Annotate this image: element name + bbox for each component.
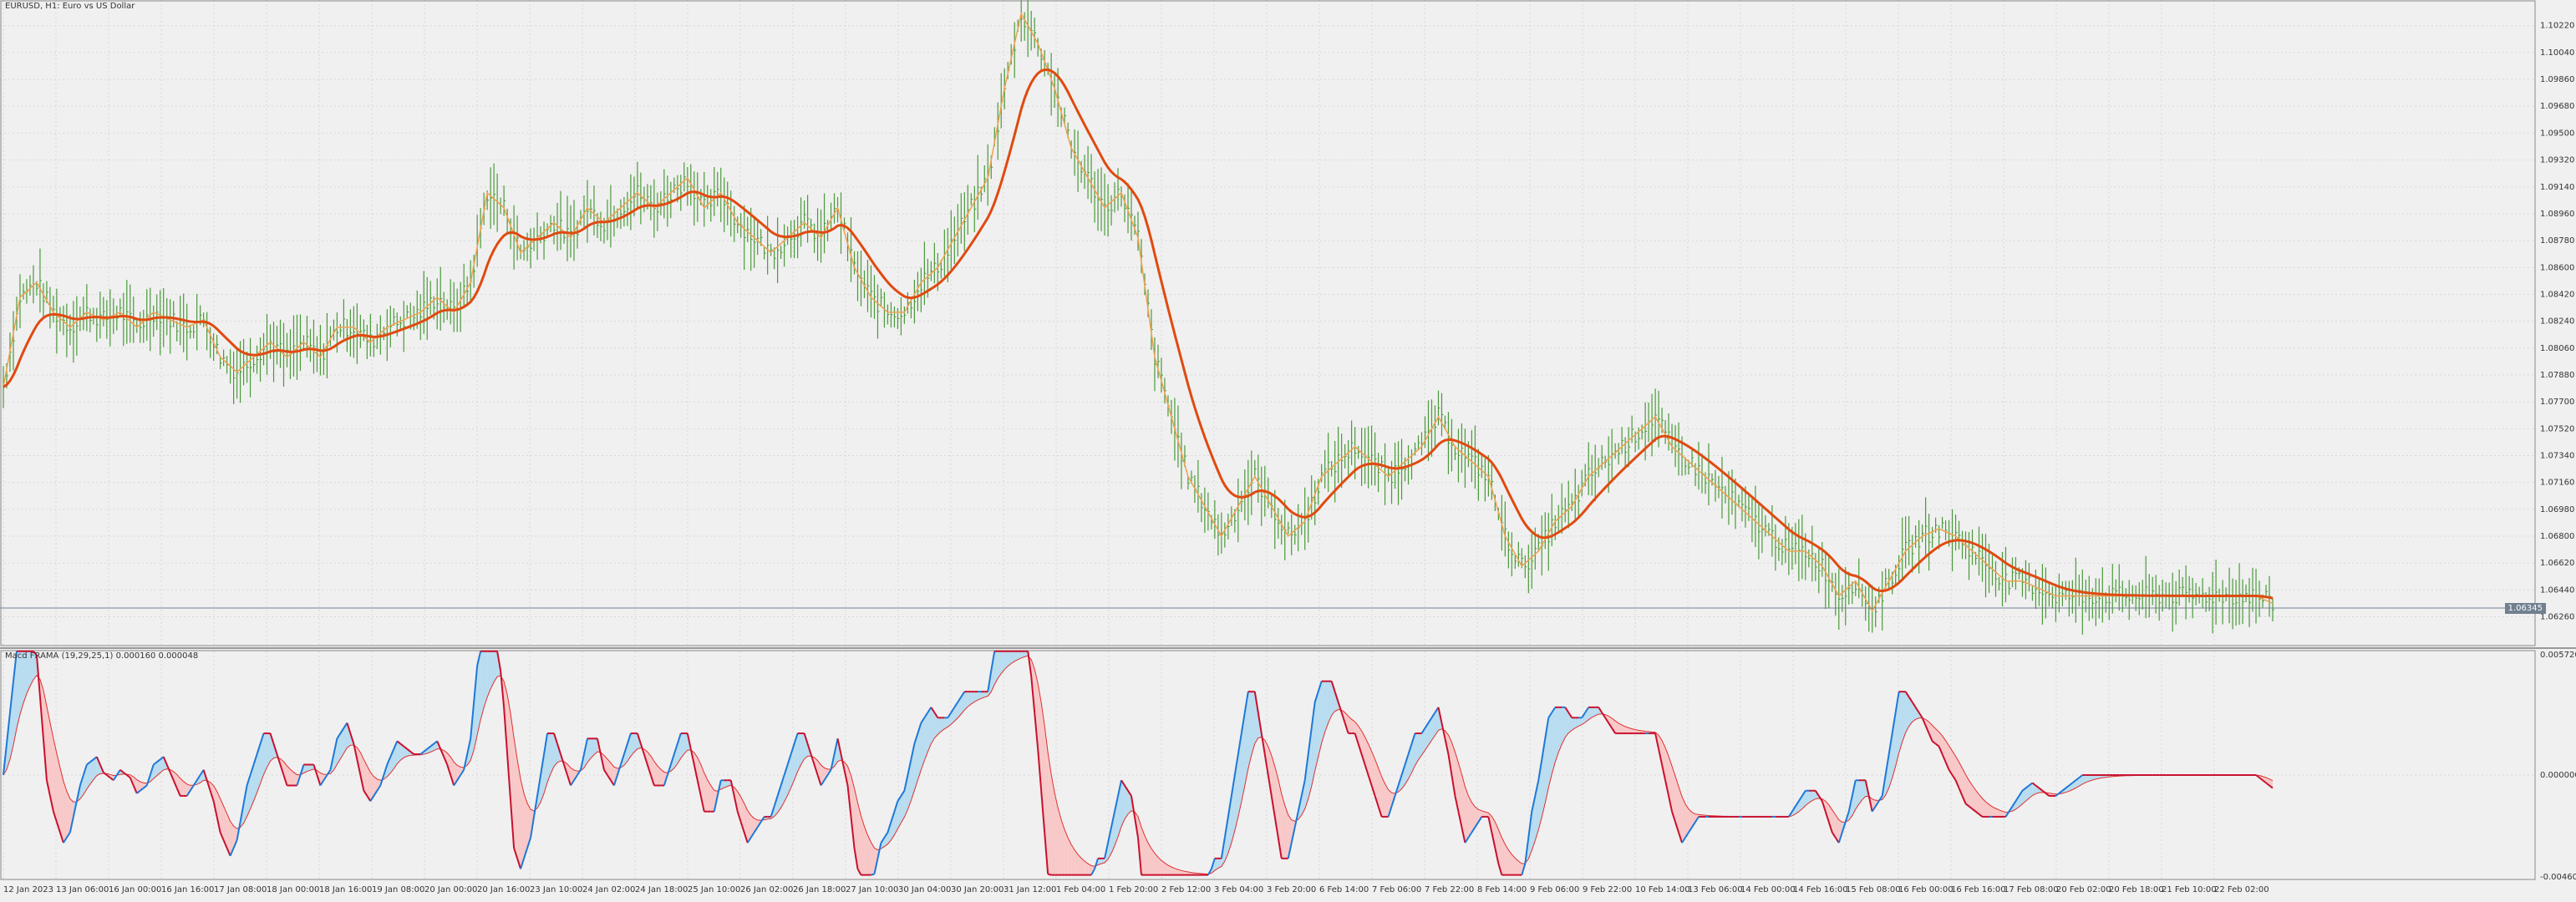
price-tick-label: 1.09680 <box>2540 102 2574 111</box>
price-tick-label: 1.09500 <box>2540 129 2574 138</box>
time-tick-label: 9 Feb 06:00 <box>1530 885 1579 894</box>
time-tick-label: 10 Feb 14:00 <box>1635 885 1690 894</box>
time-tick-label: 21 Feb 10:00 <box>2162 885 2217 894</box>
price-tick-label: 1.06620 <box>2540 559 2574 568</box>
time-tick-label: 24 Jan 02:00 <box>582 885 635 894</box>
indicator-tick-label: -0.004602 <box>2540 873 2576 882</box>
time-tick-label: 14 Feb 00:00 <box>1740 885 1796 894</box>
time-tick-label: 14 Feb 16:00 <box>1793 885 1848 894</box>
time-tick-label: 16 Jan 00:00 <box>109 885 161 894</box>
time-tick-label: 9 Feb 22:00 <box>1583 885 1632 894</box>
time-tick-label: 23 Jan 10:00 <box>530 885 582 894</box>
time-tick-label: 1 Feb 04:00 <box>1056 885 1105 894</box>
price-tick-label: 1.07700 <box>2540 398 2574 407</box>
time-tick-label: 15 Feb 08:00 <box>1846 885 1901 894</box>
price-tick-label: 1.08240 <box>2540 317 2574 327</box>
price-tick-label: 1.07340 <box>2540 452 2574 461</box>
price-tick-label: 1.07520 <box>2540 424 2574 433</box>
time-tick-label: 18 Jan 00:00 <box>267 885 319 894</box>
macd-segment <box>1048 874 1051 875</box>
symbol-title: EURUSD, H1: Euro vs US Dollar <box>5 2 135 11</box>
macd-segment <box>871 874 874 875</box>
time-tick-label: 3 Feb 04:00 <box>1214 885 1263 894</box>
time-tick-label: 17 Jan 08:00 <box>214 885 267 894</box>
price-tick-label: 1.09860 <box>2540 75 2574 84</box>
time-tick-label: 6 Feb 14:00 <box>1319 885 1369 894</box>
time-tick-label: 2 Feb 12:00 <box>1161 885 1211 894</box>
time-tick-label: 17 Feb 08:00 <box>2004 885 2059 894</box>
time-tick-label: 7 Feb 22:00 <box>1425 885 1474 894</box>
time-tick-label: 30 Jan 20:00 <box>951 885 1003 894</box>
price-tick-label: 1.08600 <box>2540 263 2574 272</box>
price-tick-label: 1.06980 <box>2540 505 2574 514</box>
price-tick-label: 1.08420 <box>2540 290 2574 299</box>
time-tick-label: 13 Jan 06:00 <box>56 885 109 894</box>
price-tick-label: 1.07880 <box>2540 371 2574 380</box>
time-tick-label: 20 Feb 02:00 <box>2056 885 2111 894</box>
time-tick-label: 20 Jan 00:00 <box>424 885 477 894</box>
time-tick-label: 1 Feb 20:00 <box>1109 885 1158 894</box>
time-tick-label: 20 Feb 18:00 <box>2109 885 2164 894</box>
time-tick-label: 8 Feb 14:00 <box>1477 885 1527 894</box>
time-tick-label: 30 Jan 04:00 <box>898 885 951 894</box>
time-tick-label: 24 Jan 18:00 <box>635 885 688 894</box>
price-tick-label: 1.06440 <box>2540 585 2574 595</box>
price-tick-label: 1.06800 <box>2540 532 2574 541</box>
time-tick-label: 20 Jan 16:00 <box>477 885 530 894</box>
price-tick-label: 1.08780 <box>2540 236 2574 246</box>
time-tick-label: 16 Feb 16:00 <box>1951 885 2006 894</box>
price-tick-label: 1.10220 <box>2540 22 2574 31</box>
time-tick-label: 12 Jan 2023 <box>3 885 53 894</box>
time-tick-label: 13 Feb 06:00 <box>1688 885 1743 894</box>
time-tick-label: 25 Jan 10:00 <box>688 885 740 894</box>
time-tick-label: 26 Jan 18:00 <box>793 885 846 894</box>
time-tick-label: 18 Jan 16:00 <box>319 885 372 894</box>
time-tick-label: 22 Feb 02:00 <box>2214 885 2269 894</box>
price-tick-label: 1.08060 <box>2540 344 2574 353</box>
price-tick-label: 1.09320 <box>2540 156 2574 165</box>
time-tick-label: 26 Jan 02:00 <box>740 885 793 894</box>
price-tick-label: 1.10040 <box>2540 48 2574 58</box>
time-tick-label: 7 Feb 06:00 <box>1372 885 1421 894</box>
indicator-tick-label: 0.000000 <box>2540 771 2576 780</box>
indicator-title: Macd FRAMA (19,29,25,1) 0.000160 0.00004… <box>5 651 198 661</box>
time-tick-label: 31 Jan 12:00 <box>1003 885 1056 894</box>
price-tick-label: 1.08960 <box>2540 210 2574 219</box>
time-tick-label: 19 Jan 08:00 <box>372 885 424 894</box>
current-price-badge: 1.06345 <box>2505 603 2546 614</box>
price-tick-label: 1.07160 <box>2540 479 2574 488</box>
price-tick-label: 1.09140 <box>2540 183 2574 192</box>
time-tick-label: 16 Feb 00:00 <box>1898 885 1954 894</box>
time-tick-label: 16 Jan 16:00 <box>161 885 214 894</box>
time-tick-label: 3 Feb 20:00 <box>1267 885 1316 894</box>
time-tick-label: 27 Jan 10:00 <box>846 885 898 894</box>
indicator-tick-label: 0.005720 <box>2540 651 2576 660</box>
price-tick-label: 1.06260 <box>2540 613 2574 622</box>
